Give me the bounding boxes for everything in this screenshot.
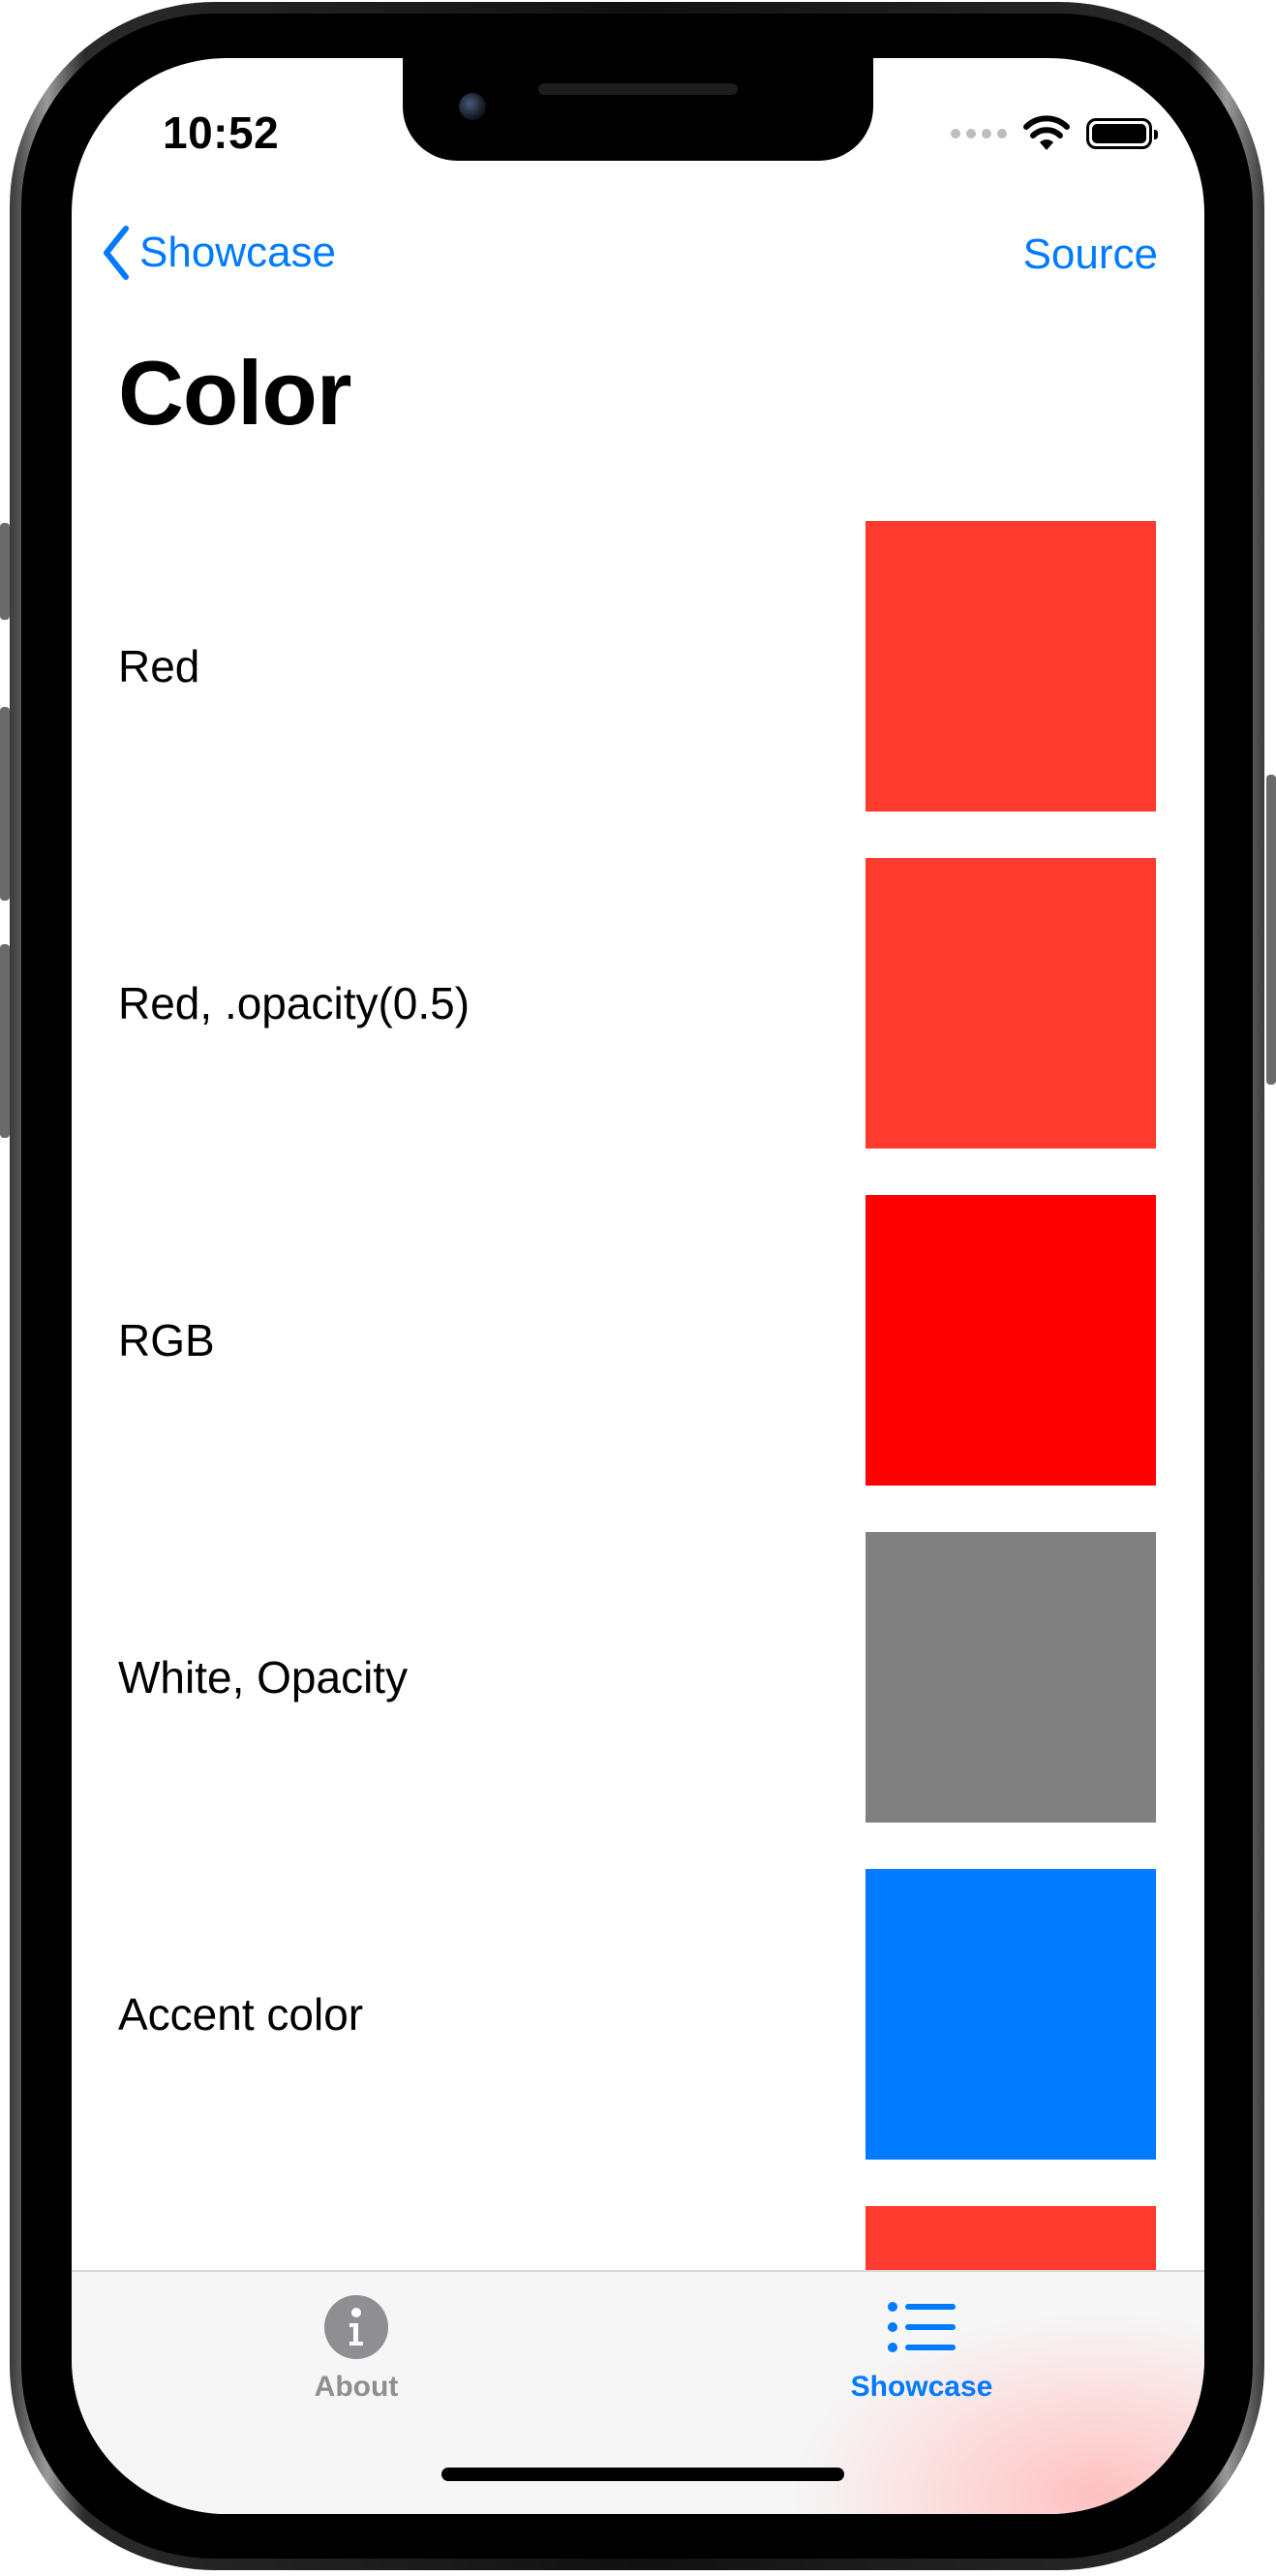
list-bullet-icon xyxy=(888,2302,956,2352)
tab-about-label: About xyxy=(314,2371,399,2403)
page-title: Color xyxy=(118,342,351,444)
mute-switch xyxy=(0,523,10,620)
row-label: Red xyxy=(118,641,200,691)
info-circle-icon xyxy=(324,2295,388,2359)
status-indicators xyxy=(951,112,1158,155)
list-item: White, Opacity xyxy=(72,1532,1204,1869)
tab-showcase[interactable]: Showcase xyxy=(776,2293,1067,2404)
color-swatch xyxy=(866,1869,1156,2160)
source-button[interactable]: Source xyxy=(1022,230,1158,278)
wifi-icon xyxy=(1023,115,1070,150)
tab-bar: About Showcase xyxy=(72,2270,1204,2514)
screen: 10:52 Showcase Source Color Red Red, .op… xyxy=(72,58,1204,2514)
earpiece-speaker xyxy=(538,83,738,95)
back-button[interactable]: Showcase xyxy=(101,225,336,281)
color-swatch xyxy=(866,1532,1156,1823)
color-list[interactable]: Red Red, .opacity(0.5) RGB White, Opacit… xyxy=(72,521,1204,2514)
status-time: 10:52 xyxy=(163,107,280,158)
back-button-label: Showcase xyxy=(139,229,337,276)
row-label: Red, .opacity(0.5) xyxy=(118,978,471,1028)
color-swatch xyxy=(866,521,1156,812)
list-item: Red, .opacity(0.5) xyxy=(72,858,1204,1195)
tab-showcase-label: Showcase xyxy=(850,2371,993,2403)
volume-up-button xyxy=(0,707,10,901)
row-label: Accent color xyxy=(118,1989,364,2039)
tab-about[interactable]: About xyxy=(211,2293,501,2404)
list-item: RGB xyxy=(72,1195,1204,1532)
battery-icon xyxy=(1086,118,1158,149)
list-item: Accent color xyxy=(72,1869,1204,2206)
cellular-signal-icon xyxy=(951,129,1007,138)
row-label: White, Opacity xyxy=(118,1652,409,1702)
power-button xyxy=(1266,775,1276,1085)
front-camera xyxy=(459,93,486,120)
color-swatch xyxy=(866,858,1156,1149)
home-indicator[interactable] xyxy=(441,2468,844,2481)
list-item: Red xyxy=(72,521,1204,858)
row-label: RGB xyxy=(118,1315,215,1365)
chevron-left-icon xyxy=(104,226,129,280)
notch xyxy=(403,58,873,161)
color-swatch xyxy=(866,1195,1156,1486)
volume-down-button xyxy=(0,944,10,1138)
